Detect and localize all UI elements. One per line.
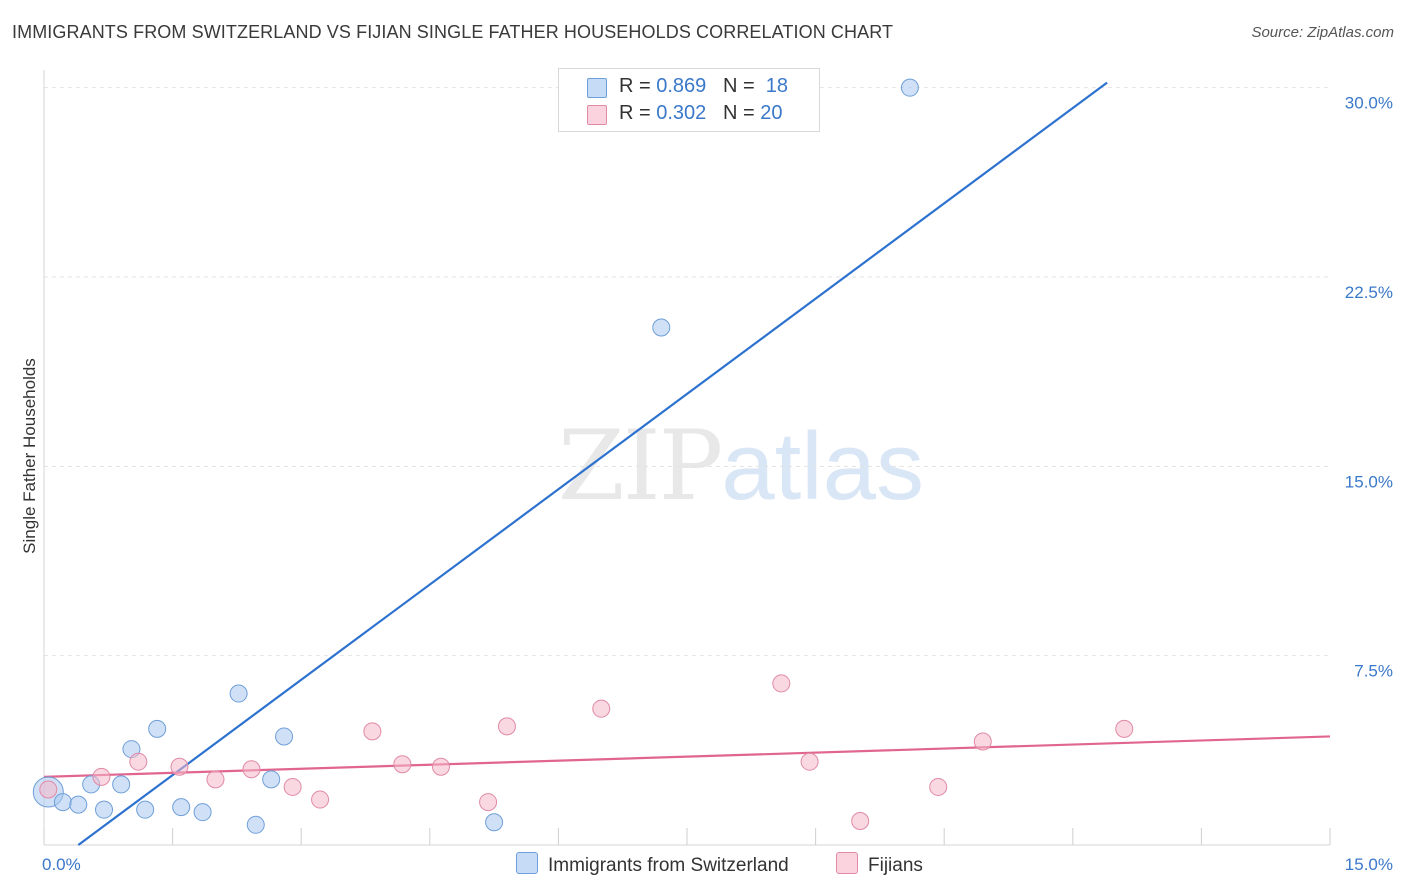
legend-label: Immigrants from Switzerland bbox=[548, 855, 789, 876]
point-fijians bbox=[242, 760, 261, 779]
point-fijians bbox=[800, 752, 819, 771]
r-label: R = bbox=[619, 102, 651, 124]
y-tick-label: 22.5% bbox=[1345, 283, 1393, 302]
y-tick-label: 30.0% bbox=[1345, 94, 1393, 113]
grid-lines bbox=[44, 87, 1330, 657]
point-fijians bbox=[283, 777, 302, 796]
legend-item-switzerland: Immigrants from Switzerland bbox=[516, 852, 789, 877]
legend-swatch-blue bbox=[516, 852, 538, 874]
trend-lines bbox=[43, 81, 1331, 846]
point-fijians bbox=[39, 780, 58, 799]
point-switzerland bbox=[148, 719, 167, 738]
point-switzerland bbox=[652, 318, 671, 337]
r-value: 0.302 bbox=[656, 102, 707, 124]
legend-label: Fijians bbox=[868, 855, 923, 876]
legend-text: R = 0.869 N = 18 bbox=[619, 75, 788, 98]
correlation-legend: R = 0.869 N = 18 R = 0.302 N = 20 bbox=[558, 68, 820, 132]
point-switzerland bbox=[53, 793, 72, 812]
point-fijians bbox=[206, 770, 225, 789]
point-fijians bbox=[92, 767, 111, 786]
point-switzerland bbox=[900, 78, 919, 97]
r-label: R = bbox=[619, 75, 651, 97]
r-value: 0.869 bbox=[656, 75, 707, 97]
x-tick-label: 0.0% bbox=[42, 855, 81, 874]
y-tick-label: 7.5% bbox=[1354, 662, 1393, 681]
point-fijians bbox=[772, 674, 791, 693]
point-switzerland bbox=[112, 775, 131, 794]
n-label: N = bbox=[722, 75, 755, 97]
point-fijians bbox=[973, 732, 992, 751]
point-switzerland bbox=[262, 770, 281, 789]
point-switzerland bbox=[485, 813, 504, 832]
point-fijians bbox=[1115, 719, 1134, 738]
legend-text: R = 0.302 N = 20 bbox=[619, 102, 782, 125]
point-fijians bbox=[129, 752, 148, 771]
point-fijians bbox=[592, 699, 611, 718]
point-switzerland bbox=[229, 684, 248, 703]
point-switzerland bbox=[95, 800, 114, 819]
point-fijians bbox=[929, 777, 948, 796]
point-switzerland bbox=[246, 815, 265, 834]
trend-line-switzerland bbox=[77, 81, 1108, 846]
tick-labels: 7.5% 15.0% 22.5% 30.0% 0.0% 15.0% bbox=[42, 94, 1393, 874]
axes bbox=[43, 70, 1331, 846]
point-fijians bbox=[311, 790, 330, 809]
point-switzerland bbox=[136, 800, 155, 819]
point-fijians bbox=[851, 812, 870, 831]
n-label: N = bbox=[722, 102, 755, 124]
point-fijians bbox=[431, 757, 450, 776]
y-tick-label: 15.0% bbox=[1345, 472, 1393, 491]
source-credit: Source: ZipAtlas.com bbox=[1251, 24, 1394, 41]
n-value: 20 bbox=[760, 102, 783, 124]
point-fijians bbox=[363, 722, 382, 741]
point-fijians bbox=[393, 755, 412, 774]
legend-swatch-pink bbox=[587, 105, 607, 125]
chart-title: IMMIGRANTS FROM SWITZERLAND VS FIJIAN SI… bbox=[12, 22, 894, 42]
n-value: 18 bbox=[765, 75, 789, 97]
point-switzerland bbox=[69, 795, 88, 814]
point-switzerland bbox=[193, 803, 212, 822]
point-switzerland bbox=[172, 798, 191, 817]
point-fijians bbox=[497, 717, 516, 736]
legend-swatch-pink bbox=[836, 852, 858, 874]
data-points bbox=[32, 78, 1134, 834]
x-tick-label: 15.0% bbox=[1345, 855, 1393, 874]
legend-swatch-blue bbox=[587, 78, 607, 98]
legend-item-fijians: Fijians bbox=[836, 852, 923, 877]
point-fijians bbox=[170, 757, 189, 776]
point-switzerland bbox=[275, 727, 294, 746]
point-fijians bbox=[479, 793, 498, 812]
trend-line-fijians bbox=[43, 735, 1331, 778]
